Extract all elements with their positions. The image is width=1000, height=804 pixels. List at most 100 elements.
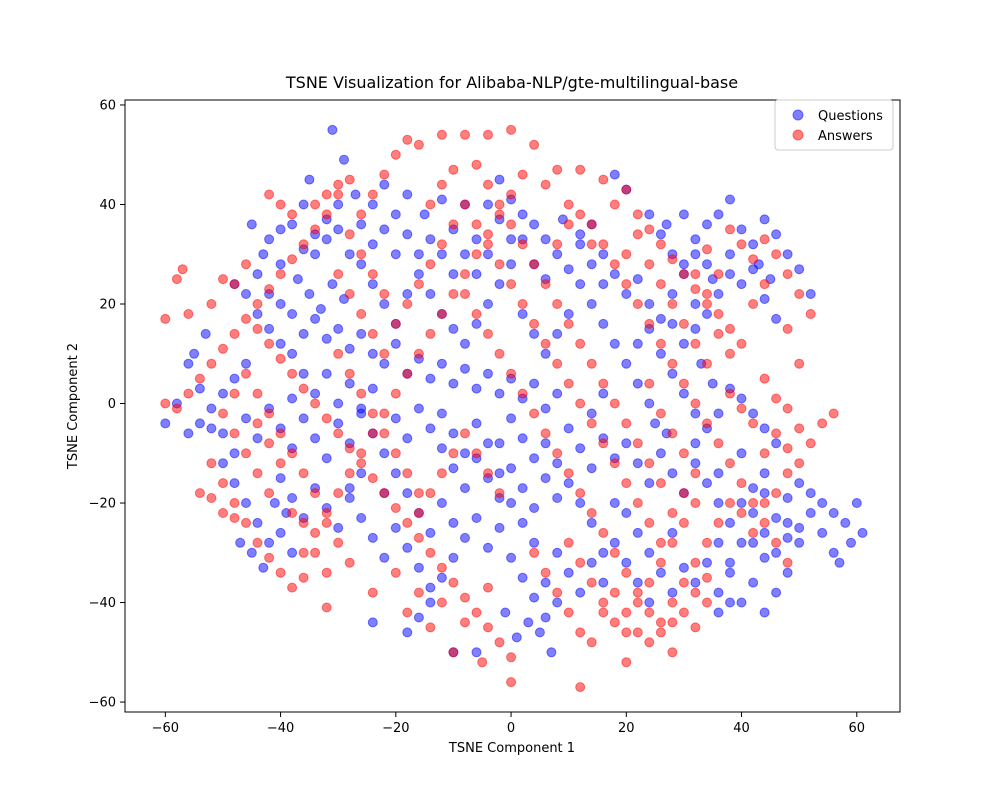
point-questions-133 (356, 513, 367, 523)
y-tick-label: 60 (99, 98, 116, 113)
point-answers-332 (448, 164, 459, 175)
point-questions-59 (690, 299, 701, 309)
point-answers-116 (436, 309, 447, 319)
x-tick-label: 60 (849, 721, 866, 736)
point-answers-284 (321, 189, 332, 200)
point-answers-244 (298, 517, 309, 528)
point-questions-343 (609, 169, 620, 180)
point-answers-213 (436, 239, 447, 250)
point-questions-47 (725, 194, 735, 205)
point-questions-214 (575, 279, 586, 290)
point-answers-342 (367, 587, 378, 598)
point-questions-252 (367, 279, 378, 290)
point-answers-123 (517, 169, 528, 180)
point-answers-347 (390, 567, 401, 578)
point-answers-72 (333, 428, 344, 439)
point-answers-179 (598, 597, 609, 608)
point-answers-216 (471, 219, 482, 230)
point-questions-255 (586, 463, 597, 474)
point-questions-364 (200, 328, 211, 339)
point-questions-111 (436, 443, 447, 454)
point-questions-18 (379, 224, 390, 235)
point-questions-42 (667, 289, 678, 299)
point-answers-336 (563, 219, 574, 230)
point-questions-151 (534, 627, 545, 638)
point-questions-361 (183, 428, 194, 439)
point-answers-235 (252, 388, 263, 399)
point-answers-62 (218, 274, 228, 285)
point-questions-199 (759, 468, 770, 479)
point-questions-224 (678, 388, 689, 399)
point-answers-68 (287, 368, 298, 379)
point-answers-267 (529, 259, 540, 270)
point-questions-195 (678, 562, 689, 573)
point-answers-310 (598, 607, 609, 618)
point-questions-309 (483, 438, 493, 449)
point-answers-210 (402, 299, 413, 309)
point-questions-219 (517, 309, 528, 319)
point-questions-283 (794, 478, 805, 489)
point-answers-322 (759, 498, 770, 508)
point-answers-131 (644, 318, 655, 329)
point-questions-384 (655, 567, 666, 578)
point-questions-48 (736, 224, 747, 235)
point-questions-176 (782, 517, 793, 528)
point-answers-278 (713, 328, 724, 339)
point-questions-84 (529, 378, 540, 389)
point-questions-138 (413, 562, 424, 573)
point-answers-279 (725, 348, 735, 359)
point-questions-40 (644, 299, 655, 309)
point-answers-212 (425, 259, 436, 270)
y-tick-label: 20 (99, 298, 116, 313)
point-answers-178 (586, 577, 597, 588)
point-questions-93 (229, 448, 240, 459)
point-answers-304 (529, 547, 540, 558)
point-questions-112 (448, 463, 459, 474)
point-answers-31 (805, 309, 816, 319)
point-questions-168 (690, 458, 701, 469)
point-questions-270 (552, 547, 563, 558)
point-questions-281 (817, 498, 828, 508)
point-questions-331 (782, 532, 793, 543)
point-answers-77 (390, 503, 401, 513)
point-questions-153 (523, 617, 534, 628)
point-answers-327 (667, 428, 678, 439)
point-answers-2 (436, 129, 447, 140)
point-questions-37 (609, 269, 620, 280)
point-answers-22 (713, 269, 724, 280)
point-answers-281 (275, 199, 286, 210)
point-questions-317 (287, 393, 298, 404)
point-answers-126 (586, 219, 597, 230)
point-answers-8 (575, 164, 586, 175)
point-questions-190 (736, 597, 747, 608)
y-tick-label: −20 (89, 497, 116, 512)
point-questions-318 (390, 468, 401, 479)
point-answers-248 (229, 428, 240, 439)
point-questions-180 (828, 547, 839, 558)
point-questions-235 (287, 309, 298, 319)
point-questions-212 (598, 318, 609, 329)
point-answers-333 (471, 159, 482, 170)
point-answers-317 (678, 607, 689, 618)
point-questions-362 (160, 418, 171, 429)
point-answers-337 (575, 209, 586, 220)
point-questions-351 (460, 249, 470, 260)
point-questions-57 (725, 249, 735, 260)
point-questions-374 (725, 269, 735, 280)
point-answers-208 (379, 348, 390, 359)
point-answers-13 (644, 224, 655, 235)
point-questions-169 (702, 478, 712, 489)
point-answers-158 (563, 468, 574, 479)
point-answers-88 (477, 657, 488, 668)
point-questions-94 (241, 413, 251, 424)
point-answers-97 (218, 478, 228, 489)
point-answers-274 (667, 299, 678, 309)
point-answers-315 (655, 627, 666, 638)
point-questions-136 (390, 522, 401, 533)
point-answers-136 (702, 418, 712, 429)
point-answers-196 (736, 403, 747, 414)
point-answers-222 (540, 338, 551, 349)
point-questions-100 (310, 433, 321, 444)
point-answers-218 (494, 259, 505, 270)
point-answers-63 (229, 279, 240, 290)
